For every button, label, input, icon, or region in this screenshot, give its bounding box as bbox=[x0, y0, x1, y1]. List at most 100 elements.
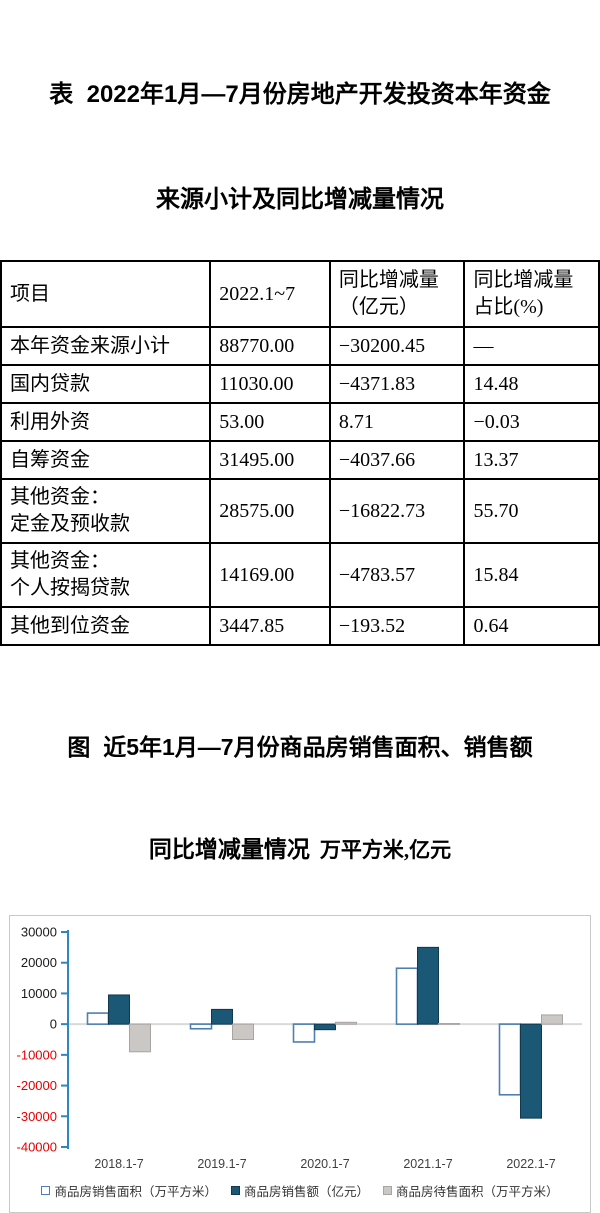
category-label: 2020.1-7 bbox=[300, 1157, 349, 1171]
bar bbox=[417, 946, 439, 1025]
item-cell: 本年资金来源小计 bbox=[0, 326, 212, 366]
legend-item: 商品房待售面积（万平方米） bbox=[383, 1181, 559, 1200]
y-tick-label: 0 bbox=[50, 1017, 57, 1032]
share-cell: 15.84 bbox=[463, 542, 600, 608]
bar bbox=[395, 967, 419, 1025]
bar bbox=[498, 1023, 522, 1096]
share-cell: — bbox=[463, 326, 600, 366]
chart-title-line-2: 同比增减量情况 万平方米,亿元 bbox=[148, 836, 452, 862]
table-title-line-1: 表 2022年1月—7月份房地产开发投资本年资金 bbox=[49, 81, 551, 108]
chart-units-label: 万平方米,亿元 bbox=[319, 838, 452, 862]
legend-label: 商品房销售额（亿元） bbox=[243, 1185, 369, 1199]
y-tick-label: -20000 bbox=[17, 1078, 57, 1093]
table-row: 其他资金： 个人按揭贷款 14169.00 −4783.57 15.84 bbox=[0, 542, 600, 608]
bar bbox=[335, 1021, 357, 1025]
y-tick-label: -10000 bbox=[17, 1047, 57, 1062]
funding-table-body: 本年资金来源小计 88770.00 −30200.45— 国内贷款 11030.00 −4… bbox=[0, 326, 600, 646]
share-cell: 55.70 bbox=[463, 478, 600, 544]
y-tick-label: 10000 bbox=[21, 986, 57, 1001]
header-cell: 同比增减量 （亿元） bbox=[328, 260, 466, 328]
share-cell: 14.48 bbox=[463, 364, 600, 404]
table-title-line-2: 来源小计及同比增减量情况 bbox=[156, 186, 444, 213]
change-cell: −4783.57 bbox=[328, 542, 466, 608]
item-cell-line: 其他资金： bbox=[10, 550, 110, 572]
bar bbox=[438, 1023, 460, 1025]
bar bbox=[211, 1008, 233, 1025]
table-row: 利用外资 53.00 8.71 −0.03 bbox=[0, 402, 600, 442]
share-cell: 13.37 bbox=[463, 440, 600, 480]
table-row: 国内贷款 11030.00 −4371.83 14.48 bbox=[0, 364, 600, 404]
item-cell-line: 自筹资金 bbox=[10, 448, 90, 471]
header-cell-line: 项目 bbox=[10, 282, 50, 305]
header-cell: 同比增减量占比(%) bbox=[463, 260, 600, 328]
value-cell: 88770.00 bbox=[209, 326, 331, 366]
category-label: 2018.1-7 bbox=[94, 1157, 143, 1171]
legend-marker-icon bbox=[383, 1186, 392, 1195]
value-cell: 28575.00 bbox=[209, 478, 331, 544]
legend-label: 商品房销售面积（万平方米） bbox=[54, 1185, 217, 1199]
value-cell: 31495.00 bbox=[209, 440, 331, 480]
table-row: 其他到位资金 3447.85 −193.52 0.64 bbox=[0, 606, 600, 646]
bar bbox=[189, 1023, 213, 1030]
bar bbox=[314, 1023, 336, 1031]
table-row: 其他资金： 定金及预收款 28575.00 −16822.73 55.70 bbox=[0, 478, 600, 544]
value-cell: 11030.00 bbox=[209, 364, 331, 404]
item-cell-line: 其他到位资金 bbox=[10, 614, 130, 637]
item-cell: 国内贷款 bbox=[0, 364, 212, 404]
chart-title-line-1: 图 近5年1月—7月份商品房销售面积、销售额 bbox=[67, 734, 533, 760]
funding-table-header-row: 项目 2022.1~7 同比增减量 （亿元） 同比增减量占比(%) bbox=[0, 260, 600, 328]
category-label: 2021.1-7 bbox=[403, 1157, 452, 1171]
legend-marker-icon bbox=[230, 1186, 240, 1195]
value-cell: 14169.00 bbox=[209, 542, 331, 608]
value-cell: 3447.85 bbox=[209, 606, 331, 646]
header-cell-line: 同比增减量 bbox=[338, 269, 439, 291]
item-cell-line: 其他资金： bbox=[10, 486, 110, 508]
bar bbox=[129, 1023, 151, 1053]
y-tick-label: -40000 bbox=[17, 1140, 57, 1155]
funding-table: 项目 2022.1~7 同比增减量 （亿元） 同比增减量占比(%) 本年资金来源小计 88… bbox=[0, 260, 600, 646]
change-cell: −193.52 bbox=[328, 606, 466, 646]
chart-panel: 30000 20000 10000 0 -10000 -20000 -30000 -40000… bbox=[9, 915, 591, 1213]
share-cell: −0.03 bbox=[463, 402, 600, 442]
category-label: 2019.1-7 bbox=[197, 1157, 246, 1171]
table-row: 本年资金来源小计 88770.00 −30200.45— bbox=[0, 326, 600, 366]
header-cell: 2022.1~7 bbox=[209, 260, 331, 328]
item-cell: 其他资金： 个人按揭贷款 bbox=[0, 542, 212, 608]
item-cell-line: 本年资金来源小计 bbox=[10, 334, 170, 357]
change-cell: −30200.45 bbox=[328, 326, 466, 366]
change-cell: −4037.66 bbox=[328, 440, 466, 480]
header-cell-line: （亿元） bbox=[338, 296, 419, 318]
bar bbox=[520, 1023, 542, 1119]
item-cell-line: 个人按揭贷款 bbox=[10, 577, 130, 599]
y-tick-label: -30000 bbox=[17, 1109, 57, 1124]
item-cell: 其他到位资金 bbox=[0, 606, 212, 646]
change-cell: −4371.83 bbox=[328, 364, 466, 404]
change-cell: −16822.73 bbox=[328, 478, 466, 544]
item-cell: 利用外资 bbox=[0, 402, 212, 442]
bar bbox=[108, 994, 130, 1025]
item-cell-line: 定金及预收款 bbox=[10, 513, 130, 535]
item-cell-line: 利用外资 bbox=[10, 410, 90, 433]
header-cell-line: 占比(%) bbox=[473, 296, 544, 318]
y-tick-label: 20000 bbox=[21, 955, 57, 970]
value-cell: 53.00 bbox=[209, 402, 331, 442]
item-cell: 其他资金： 定金及预收款 bbox=[0, 478, 212, 544]
table-row: 自筹资金 31495.00 −4037.66 13.37 bbox=[0, 440, 600, 480]
bar bbox=[86, 1012, 110, 1025]
bar bbox=[541, 1014, 563, 1025]
item-cell: 自筹资金 bbox=[0, 440, 212, 480]
change-cell: 8.71 bbox=[328, 402, 466, 442]
header-cell-line: 2022.1~7 bbox=[219, 282, 296, 305]
category-label: 2022.1-7 bbox=[506, 1157, 555, 1171]
legend-item: 商品房销售额（亿元） bbox=[230, 1181, 369, 1200]
header-cell-line: 同比增减量 bbox=[473, 269, 574, 291]
item-cell-line: 国内贷款 bbox=[10, 372, 90, 395]
legend-marker-icon bbox=[41, 1186, 51, 1195]
chart-title: 图 近5年1月—7月份商品房销售面积、销售额 同比增减量情况 万平方米,亿元 bbox=[0, 662, 600, 901]
bar bbox=[232, 1023, 254, 1041]
bar bbox=[292, 1023, 316, 1043]
share-cell: 0.64 bbox=[463, 606, 600, 646]
chart-legend: 商品房销售面积（万平方米） 商品房销售额（亿元） 商品房待售面积（万平方米） bbox=[10, 1181, 590, 1200]
table-title: 表 2022年1月—7月份房地产开发投资本年资金 来源小计及同比增减量情况 bbox=[0, 0, 600, 252]
